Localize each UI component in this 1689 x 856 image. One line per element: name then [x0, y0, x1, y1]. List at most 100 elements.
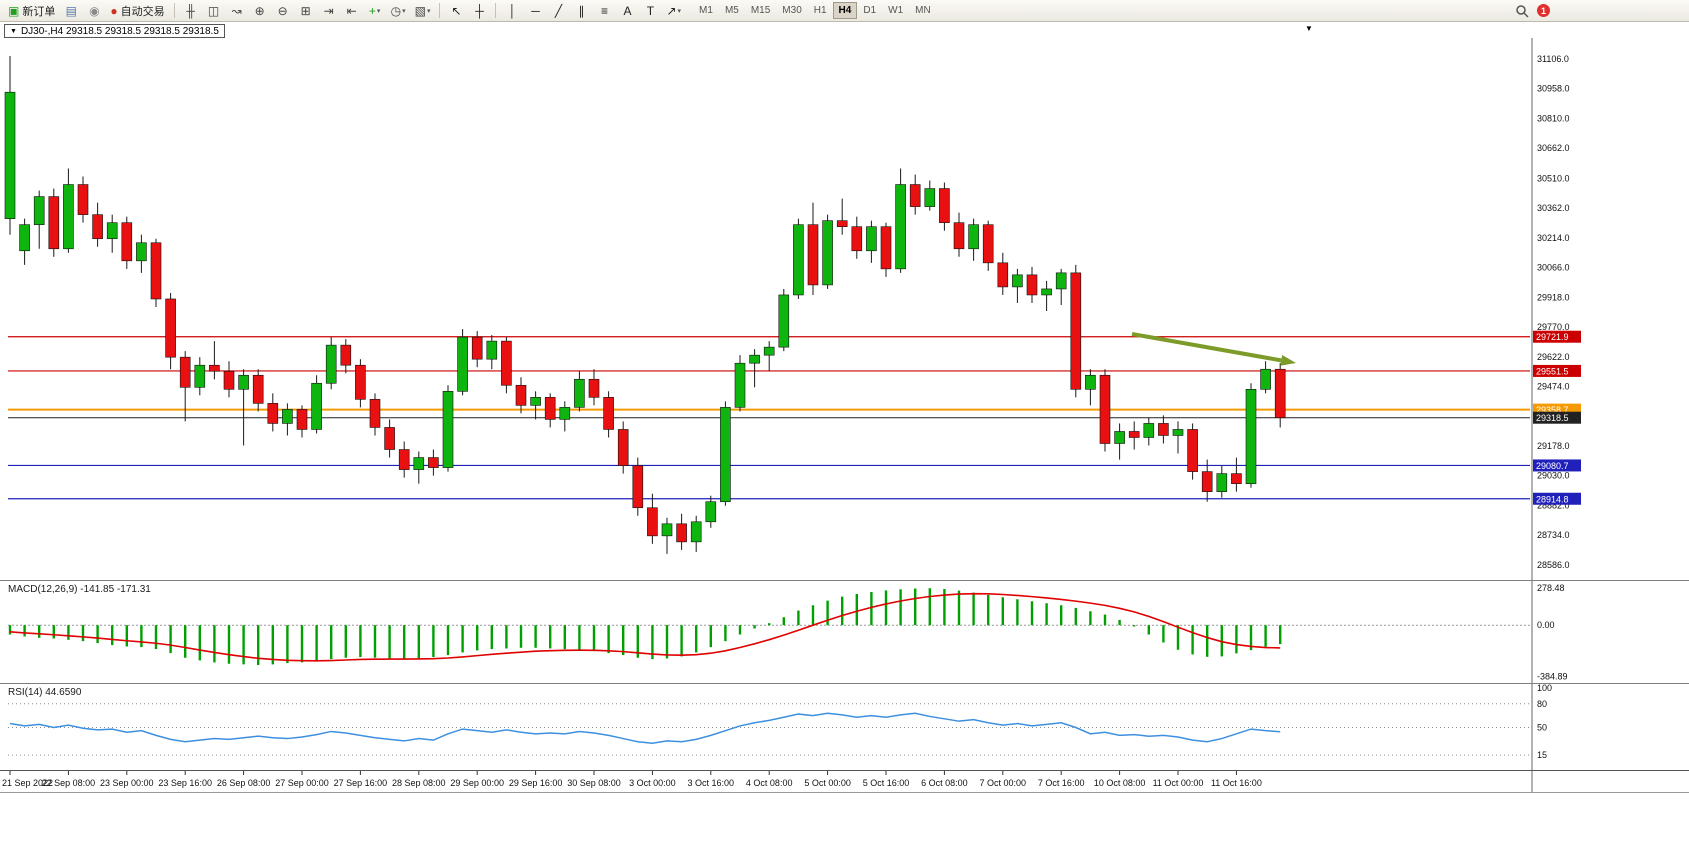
- fibonacci-button[interactable]: ≡: [593, 1, 615, 20]
- market-depth-button[interactable]: ◉: [83, 1, 105, 20]
- auto-scroll-button[interactable]: ⇥: [318, 1, 340, 20]
- toolbar-separator: [439, 3, 441, 18]
- svg-text:22 Sep 08:00: 22 Sep 08:00: [42, 778, 96, 788]
- svg-text:30958.0: 30958.0: [1537, 84, 1570, 94]
- timeframe-m5[interactable]: M5: [724, 5, 739, 16]
- autotrading-icon: ●: [110, 3, 118, 18]
- timeframe-d1[interactable]: D1: [863, 5, 877, 16]
- candlestick-button[interactable]: ◫: [203, 1, 225, 20]
- new-order-button[interactable]: ▣ 新订单: [4, 1, 59, 20]
- svg-text:7 Oct 16:00: 7 Oct 16:00: [1038, 778, 1085, 788]
- svg-text:29551.5: 29551.5: [1536, 366, 1569, 376]
- chart-shift-button[interactable]: ⇤: [341, 1, 363, 20]
- timeframe-h4[interactable]: H4: [832, 2, 858, 19]
- indicators-icon: +: [368, 3, 376, 18]
- timeframe-w1[interactable]: W1: [888, 5, 904, 16]
- macd-axis[interactable]: 278.48 0.00 -384.89: [1531, 581, 1568, 683]
- fibonacci-icon: ≡: [600, 3, 608, 18]
- notification-badge[interactable]: 1: [1537, 4, 1550, 17]
- svg-text:30 Sep 08:00: 30 Sep 08:00: [567, 778, 621, 788]
- svg-text:29178.0: 29178.0: [1537, 441, 1570, 451]
- crosshair-button[interactable]: ┼: [468, 1, 490, 20]
- trend-arrow[interactable]: [1131, 332, 1296, 366]
- vertical-line-icon: │: [508, 3, 517, 18]
- svg-text:30510.0: 30510.0: [1537, 174, 1570, 184]
- periods-button[interactable]: ◷ ▾: [387, 1, 410, 20]
- timeframe-m30[interactable]: M30: [782, 5, 802, 16]
- templates-button[interactable]: ▧ ▾: [411, 1, 435, 20]
- svg-text:29080.7: 29080.7: [1536, 461, 1569, 471]
- candles-layer: [4, 56, 1286, 554]
- rsi-panel[interactable]: 100 80 50 15: [0, 683, 1689, 770]
- timeframe-mn[interactable]: MN: [915, 5, 931, 16]
- market-depth-icon: ◉: [89, 3, 100, 18]
- price-axis-labels[interactable]: 31106.0 30958.0 30810.0 30662.0 30510.0 30362…: [1531, 38, 1570, 580]
- tile-windows-button[interactable]: ⊞: [295, 1, 317, 20]
- text-label-button[interactable]: T: [639, 1, 661, 20]
- text-button[interactable]: A: [616, 1, 638, 20]
- svg-text:11 Oct 00:00: 11 Oct 00:00: [1153, 778, 1204, 788]
- svg-text:30066.0: 30066.0: [1537, 263, 1570, 273]
- svg-text:29358.7: 29358.7: [1536, 405, 1569, 415]
- autotrading-button[interactable]: ● 自动交易: [106, 1, 168, 20]
- svg-text:4 Oct 08:00: 4 Oct 08:00: [746, 778, 793, 788]
- channel-button[interactable]: ∥: [570, 1, 592, 20]
- svg-text:28 Sep 08:00: 28 Sep 08:00: [392, 778, 446, 788]
- cursor-button[interactable]: ↖: [445, 1, 467, 20]
- svg-text:29 Sep 00:00: 29 Sep 00:00: [450, 778, 504, 788]
- macd-indicator-label: MACD(12,26,9) -141.85 -171.31: [8, 584, 151, 595]
- svg-text:3 Oct 00:00: 3 Oct 00:00: [629, 778, 676, 788]
- svg-text:29770.0: 29770.0: [1537, 322, 1570, 332]
- symbol-ohlc-text: DJ30-,H4 29318.5 29318.5 29318.5 29318.5: [20, 25, 219, 37]
- svg-text:30662.0: 30662.0: [1537, 143, 1570, 153]
- svg-text:23 Sep 16:00: 23 Sep 16:00: [158, 778, 212, 788]
- horizontal-line-button[interactable]: ─: [524, 1, 546, 20]
- rsi-level-lines: [8, 703, 1530, 756]
- vertical-line-button[interactable]: │: [501, 1, 523, 20]
- svg-text:30362.0: 30362.0: [1537, 203, 1570, 213]
- chart-windows-button[interactable]: ▤: [60, 1, 82, 20]
- ohlc-bars-button[interactable]: ╫: [180, 1, 202, 20]
- main-chart[interactable]: 31106.0 30958.0 30810.0 30662.0 30510.0 30362…: [0, 38, 1689, 580]
- bottom-strip: [0, 792, 1689, 856]
- svg-text:23 Sep 00:00: 23 Sep 00:00: [100, 778, 154, 788]
- trendline-button[interactable]: ╱: [547, 1, 569, 20]
- svg-text:30214.0: 30214.0: [1537, 233, 1570, 243]
- autotrading-button-label: 自动交易: [120, 5, 165, 18]
- svg-text:10 Oct 08:00: 10 Oct 08:00: [1094, 778, 1146, 788]
- zoom-out-button[interactable]: ⊖: [272, 1, 294, 20]
- arrows-icon: ↗: [666, 3, 677, 18]
- search-icon[interactable]: [1515, 4, 1529, 18]
- chart-dropdown-marker[interactable]: ▼: [1305, 24, 1313, 33]
- rsi-axis[interactable]: 100 80 50 15: [1531, 683, 1552, 770]
- auto-scroll-icon: ⇥: [323, 3, 334, 18]
- zoom-in-button[interactable]: ⊕: [249, 1, 271, 20]
- svg-text:5 Oct 00:00: 5 Oct 00:00: [804, 778, 851, 788]
- svg-text:29030.0: 29030.0: [1537, 471, 1570, 481]
- arrows-button[interactable]: ↗ ▾: [662, 1, 685, 20]
- macd-histogram: [8, 588, 1282, 666]
- svg-text:21 Sep 2022: 21 Sep 2022: [2, 778, 53, 788]
- indicators-button[interactable]: + ▾: [364, 1, 386, 20]
- line-chart-button[interactable]: ↝: [226, 1, 248, 20]
- macd-signal-line: [9, 592, 1281, 662]
- timeframe-m1[interactable]: M1: [699, 5, 713, 16]
- timeframe-toolbar: M1 M5 M15 M30 H1 H4 D1 W1 MN: [693, 2, 937, 19]
- candlestick-icon: ◫: [207, 3, 220, 18]
- support-resistance-lines[interactable]: [8, 336, 1530, 500]
- chevron-down-icon: ▾: [402, 7, 406, 15]
- timeframe-m15[interactable]: M15: [750, 5, 771, 16]
- chart-windows-icon: ▤: [65, 3, 78, 18]
- chevron-down-icon: ▼: [10, 27, 17, 35]
- new-order-button-label: 新订单: [22, 5, 56, 18]
- macd-panel[interactable]: 278.48 0.00 -384.89: [0, 580, 1689, 683]
- timeframe-h1[interactable]: H1: [813, 5, 827, 16]
- ohlc-bars-icon: ╫: [186, 3, 195, 18]
- chart-symbol-label[interactable]: ▼ DJ30-,H4 29318.5 29318.5 29318.5 29318…: [4, 24, 225, 38]
- rsi-indicator-label: RSI(14) 44.6590: [8, 687, 82, 698]
- horizontal-line-icon: ─: [531, 3, 540, 18]
- svg-text:50: 50: [1537, 723, 1547, 733]
